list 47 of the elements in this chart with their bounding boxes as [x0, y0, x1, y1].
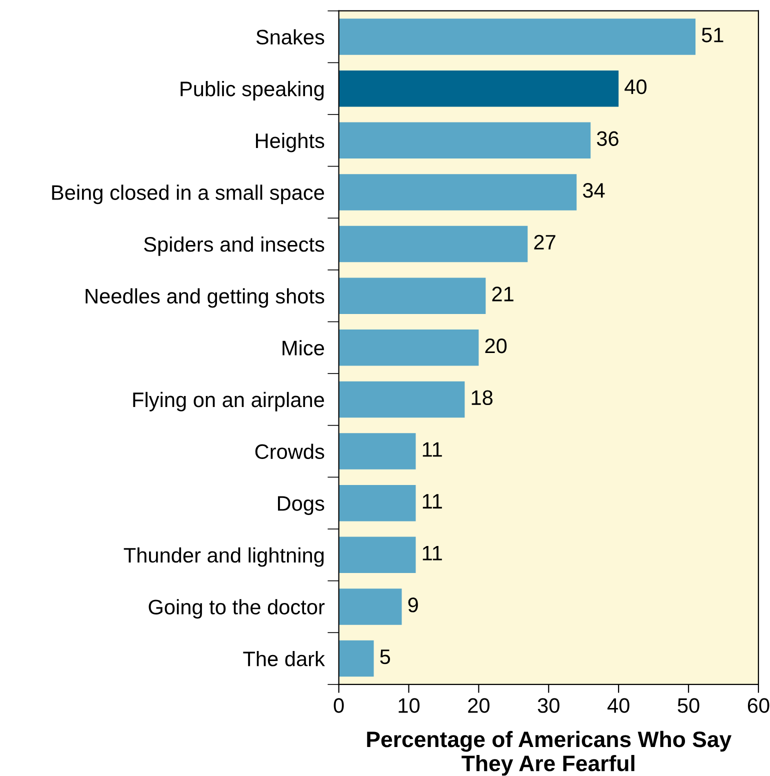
y-tick-label: Flying on an airplane: [133, 392, 324, 412]
bar: [338, 174, 577, 210]
data-label: 11: [422, 494, 442, 508]
x-tick-label: 60: [748, 698, 770, 713]
data-label: 20: [485, 338, 507, 354]
y-tick-label: Crowds: [255, 444, 324, 460]
bar: [338, 433, 416, 470]
y-tick-label: Dogs: [278, 496, 324, 515]
bar: [338, 640, 374, 677]
bar: [338, 484, 416, 522]
y-tick-label: Mice: [282, 340, 324, 356]
bar: [338, 122, 591, 159]
data-label: 9: [408, 598, 418, 612]
y-tick-label: Needles and getting shots: [86, 288, 324, 308]
data-label: 27: [534, 234, 556, 250]
data-label: 40: [624, 79, 646, 94]
x-tick-label: 30: [538, 698, 560, 713]
y-tick-label: Snakes: [256, 29, 324, 45]
bar: [338, 18, 696, 55]
x-tick-label: 50: [678, 698, 700, 713]
x-tick-label: 20: [468, 698, 490, 713]
y-tick-label: Public speaking: [180, 81, 324, 100]
data-label: 18: [472, 390, 493, 406]
data-label: 34: [582, 183, 605, 198]
x-tick-label: 10: [398, 698, 420, 713]
bar: [338, 278, 486, 314]
data-label: 36: [596, 131, 618, 146]
data-label: 11: [422, 442, 442, 457]
bar: [338, 226, 528, 262]
data-label: 51: [702, 28, 724, 42]
y-tick-label: Being closed in a small space: [52, 184, 324, 204]
y-tick-label: Thunder and lightning: [124, 547, 324, 567]
bar: [338, 381, 465, 418]
data-label: 5: [380, 650, 390, 664]
bar: [338, 588, 402, 625]
x-axis-title: Percentage of Americans Who Say They Are Fearful: [367, 730, 732, 776]
x-tick-label: 0: [334, 698, 344, 713]
bar: [338, 536, 416, 574]
y-tick-label: Going to the doctor: [148, 599, 325, 619]
bar: [338, 330, 479, 366]
bar: [338, 70, 619, 107]
x-tick-label: 40: [607, 698, 630, 713]
data-label: 21: [492, 286, 514, 302]
y-tick-label: Spiders and insects: [144, 236, 324, 256]
y-tick-label: Heights: [256, 132, 324, 152]
data-label: 11: [422, 546, 442, 560]
y-tick-label: The dark: [243, 650, 325, 666]
